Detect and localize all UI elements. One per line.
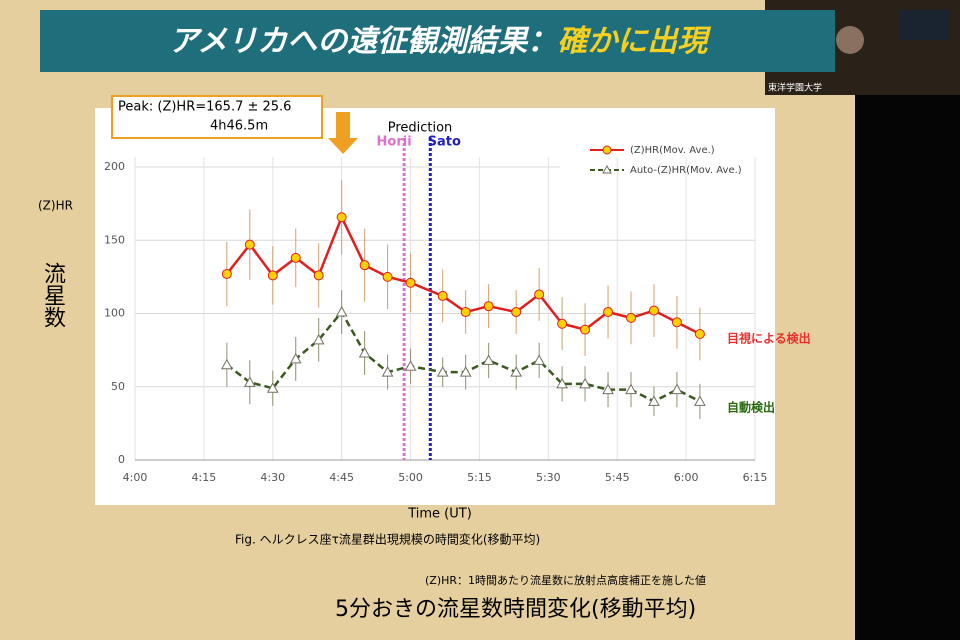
y-tick-label: 200	[104, 160, 125, 173]
point	[626, 312, 636, 323]
point	[533, 354, 545, 365]
prediction-label: Prediction	[388, 121, 453, 136]
y-label: 流星数	[40, 262, 66, 328]
side-strip	[855, 0, 960, 640]
point	[244, 239, 255, 250]
x-tick-label: 4:00	[123, 471, 148, 484]
point	[603, 307, 614, 318]
point	[648, 305, 659, 316]
x-tick-label: 5:00	[398, 471, 423, 484]
point	[483, 301, 494, 312]
y-unit: (Z)HR	[38, 199, 73, 213]
point	[436, 366, 449, 377]
x-tick-label: 4:15	[192, 471, 217, 484]
webcam-label: 東洋学園大学	[768, 82, 822, 94]
point	[437, 290, 448, 301]
x-tick-label: 6:00	[674, 471, 699, 484]
webcam-screen	[900, 10, 950, 40]
point	[382, 271, 393, 282]
point	[313, 270, 324, 281]
series-side-label: 自動検出	[727, 400, 775, 415]
point	[266, 382, 279, 393]
legend-label: Auto-(Z)HR(Mov. Ave.)	[630, 165, 742, 176]
series-side-label: 目視による検出	[727, 331, 811, 346]
peak-text: Peak: (Z)HR=165.7 ± 25.6	[118, 100, 291, 115]
legend-label: (Z)HR(Mov. Ave.)	[630, 145, 715, 156]
point	[289, 352, 302, 364]
point	[557, 318, 568, 329]
title-bar	[40, 10, 835, 72]
chart-panel	[95, 108, 775, 505]
webcam-person	[836, 26, 864, 54]
point	[671, 383, 683, 395]
point	[482, 354, 495, 365]
point	[460, 307, 471, 318]
legend-marker	[602, 164, 612, 174]
point	[243, 376, 256, 387]
footer: 5分おきの流星数時間変化(移動平均)	[335, 597, 696, 622]
point	[648, 395, 660, 406]
y-tick-label: 0	[118, 453, 125, 466]
point	[221, 358, 233, 370]
point	[359, 260, 370, 271]
x-tick-label: 5:45	[605, 471, 630, 484]
x-tick-label: 5:15	[467, 471, 492, 484]
point	[694, 329, 705, 340]
x-label: Time (UT)	[407, 507, 472, 522]
point	[335, 306, 348, 317]
peak-text: 4h46.5m	[210, 119, 268, 134]
prediction-name: Sato	[428, 135, 461, 150]
plot: 0 50 100 150 200 4:00 4:15 4:30 4:45 5:00 5:15 5:30…	[104, 135, 811, 485]
x-tick-label: 6:15	[743, 471, 768, 484]
peak-box	[111, 95, 323, 139]
slide-title: アメリカへの遠征観測結果：確かに出現	[169, 24, 711, 59]
point	[534, 289, 545, 300]
point	[625, 383, 637, 395]
point	[694, 395, 706, 406]
point	[510, 366, 523, 377]
point	[358, 347, 371, 358]
title-main: アメリカへの遠征観測結果：	[169, 24, 558, 59]
point	[312, 333, 325, 345]
point	[267, 270, 278, 281]
note: (Z)HR：1時間あたり流星数に放射点高度補正を施した値	[425, 573, 706, 587]
peak-arrow	[328, 112, 358, 154]
point	[381, 366, 394, 377]
point	[336, 212, 347, 223]
point	[602, 383, 614, 395]
x-tick-label: 4:30	[260, 471, 285, 484]
legend-marker	[602, 145, 612, 155]
point	[404, 360, 417, 371]
title-accent: 確かに出現	[557, 24, 711, 59]
y-tick-label: 100	[104, 307, 125, 320]
point	[405, 277, 416, 288]
point	[580, 324, 591, 335]
x-tick-label: 4:45	[329, 471, 354, 484]
point	[290, 252, 301, 263]
point	[556, 377, 568, 389]
y-tick-label: 150	[104, 233, 125, 246]
prediction-name: Horii	[377, 135, 412, 150]
caption: Fig. ヘルクレス座τ流星群出現規模の時間変化(移動平均)	[235, 532, 540, 547]
point	[511, 307, 522, 318]
point	[579, 377, 591, 389]
point	[459, 366, 472, 377]
y-tick-label: 50	[111, 380, 125, 393]
point	[221, 268, 232, 279]
x-tick-label: 5:30	[536, 471, 561, 484]
point	[671, 317, 682, 328]
